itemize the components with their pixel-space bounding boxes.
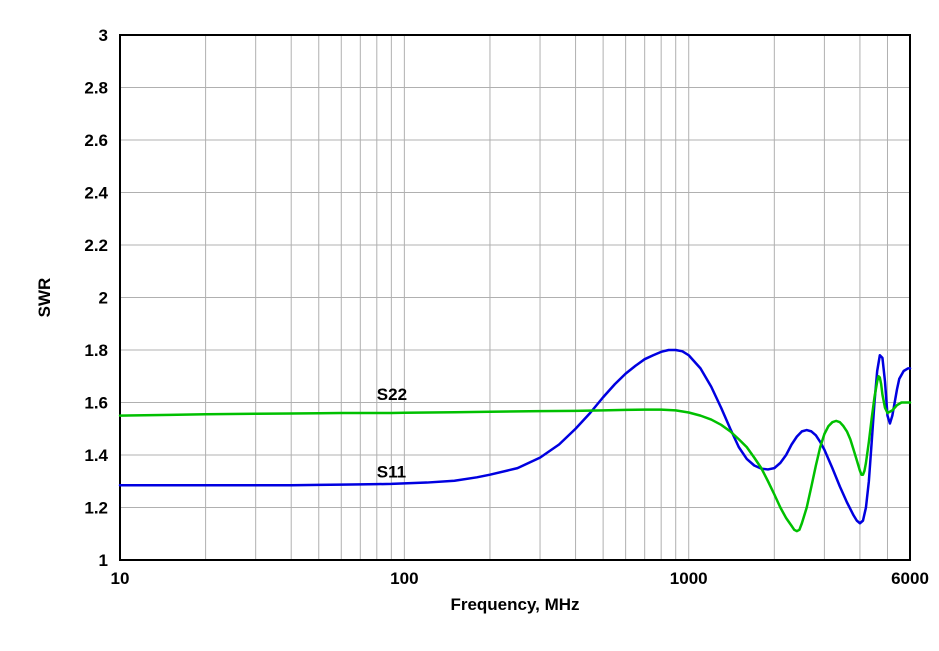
y-tick-label: 1.8 xyxy=(84,341,108,360)
y-tick-label: 1.4 xyxy=(84,446,108,465)
x-tick-label: 6000 xyxy=(891,569,929,588)
x-tick-label: 1000 xyxy=(670,569,708,588)
y-tick-label: 2 xyxy=(99,289,108,308)
y-tick-label: 2.8 xyxy=(84,79,108,98)
x-tick-label: 100 xyxy=(390,569,418,588)
y-axis-label: SWR xyxy=(35,278,54,318)
y-tick-label: 1 xyxy=(99,551,108,570)
series-label-s22: S22 xyxy=(377,385,407,404)
y-tick-label: 2.2 xyxy=(84,236,108,255)
x-tick-label: 10 xyxy=(111,569,130,588)
swr-chart: S11 S22 1 1.2 1.4 1.6 1.8 2 2.2 2.4 2.6 2.8 3 10 100 10… xyxy=(0,0,939,651)
y-tick-label: 2.4 xyxy=(84,184,108,203)
series-label-s11: S11 xyxy=(377,462,406,481)
y-tick-label: 1.2 xyxy=(84,499,108,518)
chart-svg: S11 S22 1 1.2 1.4 1.6 1.8 2 2.2 2.4 2.6 2.8 3 10 100 10… xyxy=(0,0,939,651)
y-tick-label: 1.6 xyxy=(84,394,108,413)
x-axis-label: Frequency, MHz xyxy=(450,595,579,614)
y-tick-label: 3 xyxy=(99,26,108,45)
y-tick-label: 2.6 xyxy=(84,131,108,150)
